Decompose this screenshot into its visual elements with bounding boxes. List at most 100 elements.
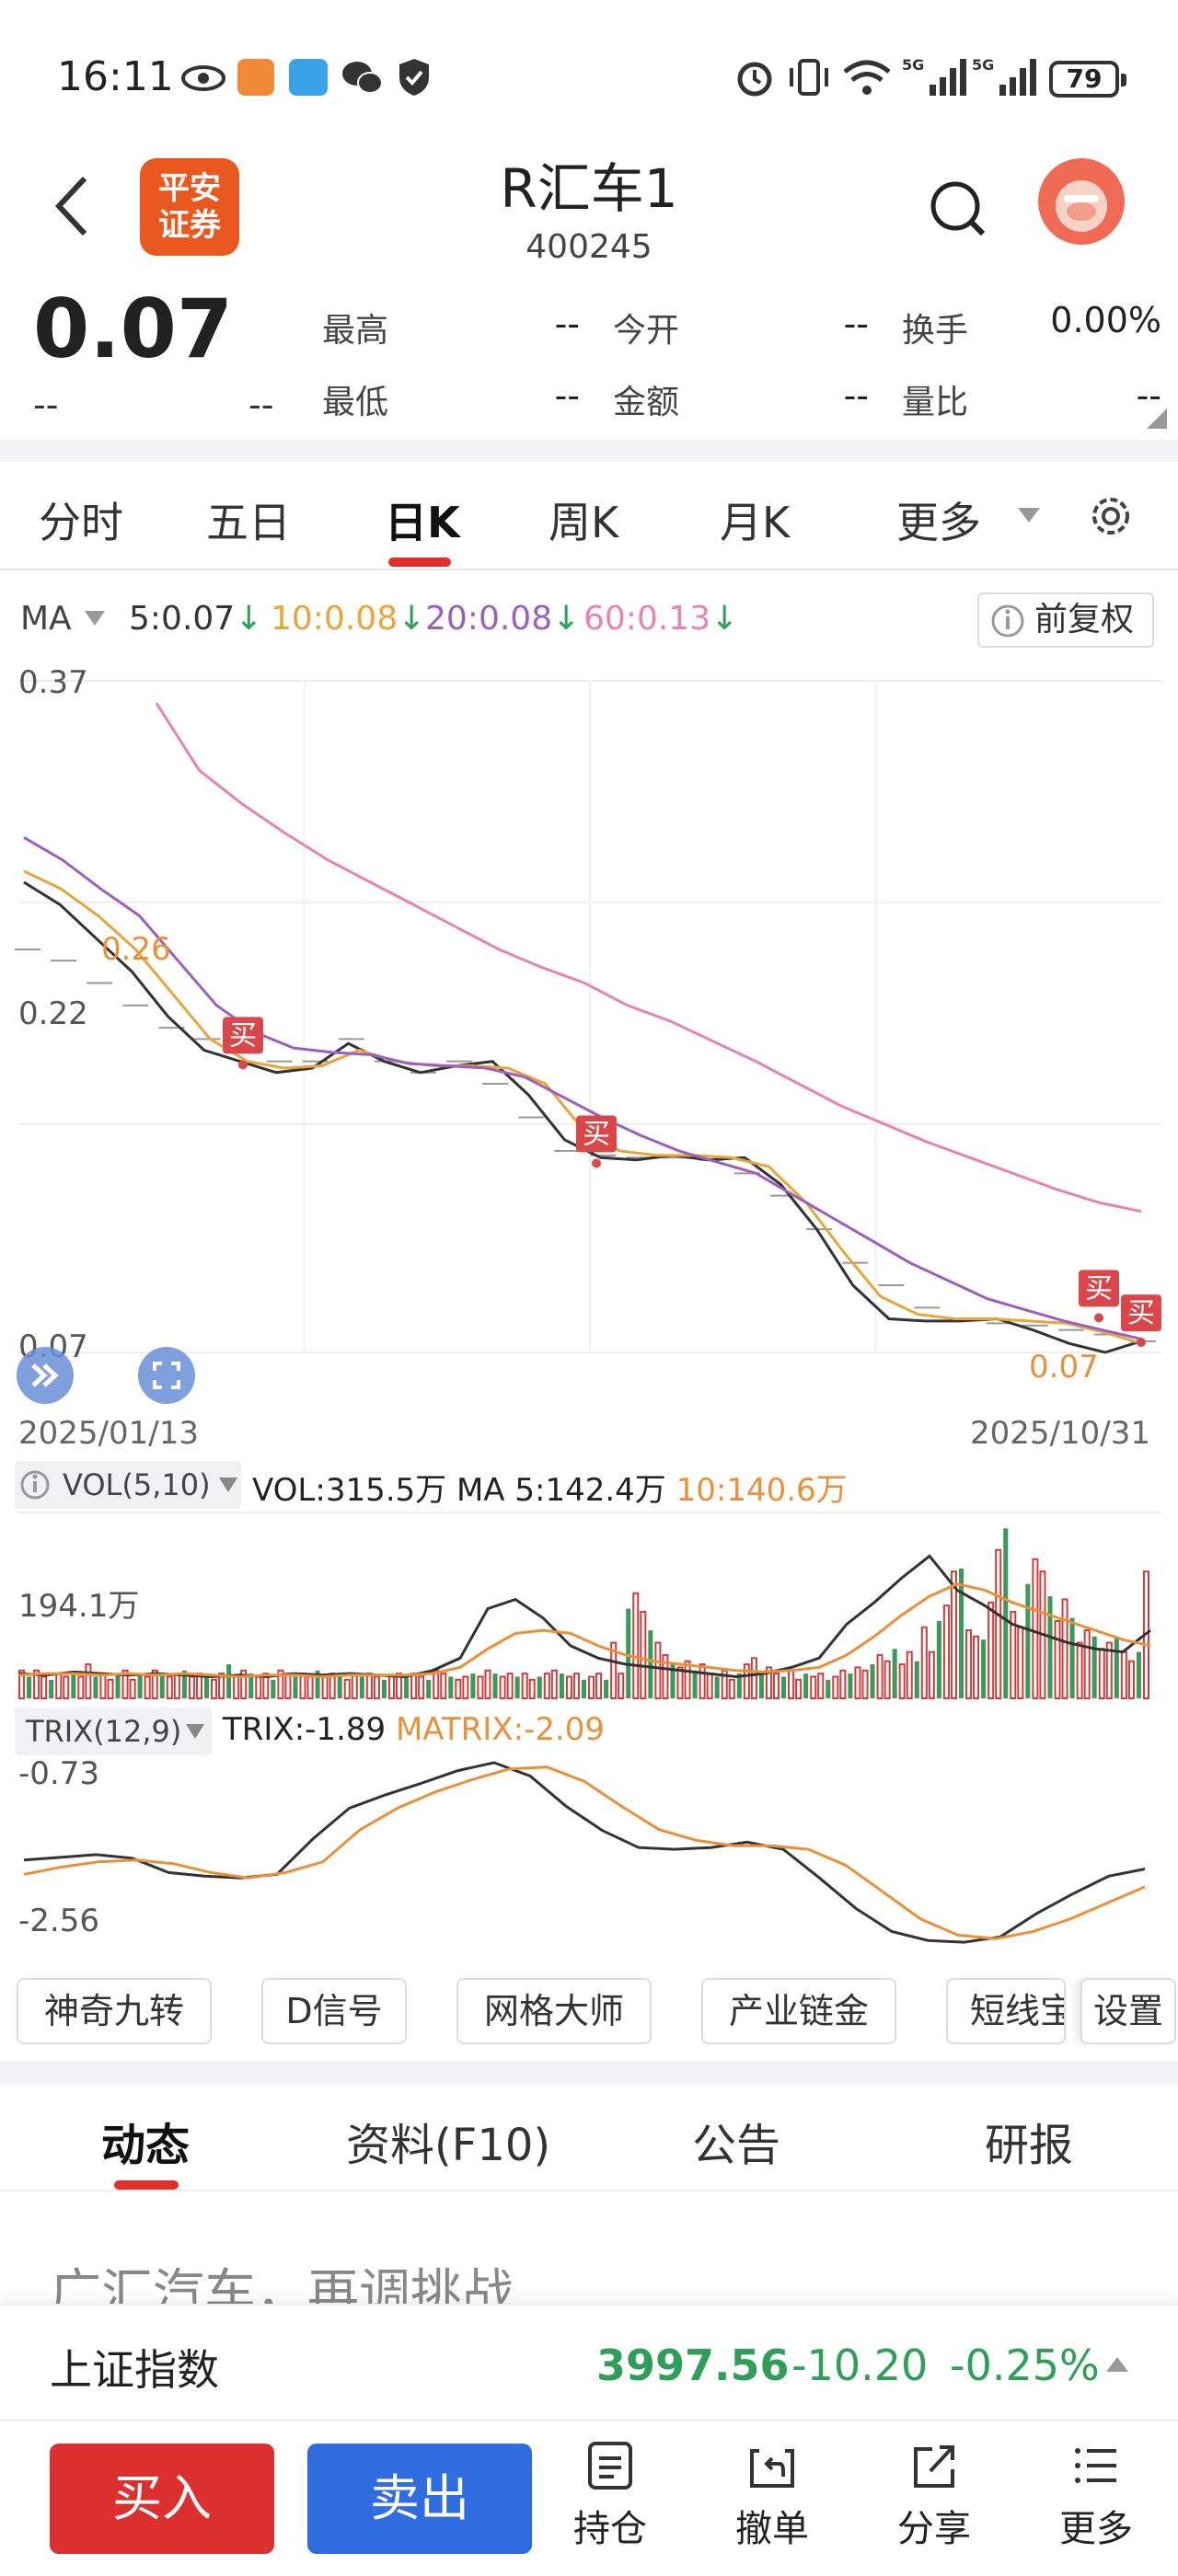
buy-button[interactable]: 买入	[50, 2444, 274, 2554]
volume-bar	[462, 1675, 469, 1699]
trix-y-tick: -2.56	[18, 1903, 99, 1939]
tab-news[interactable]: 动态	[101, 2120, 191, 2171]
volume-bar	[1098, 1648, 1105, 1700]
index-value: 3997.56	[596, 2340, 790, 2390]
tab-five-day[interactable]: 五日	[206, 498, 291, 547]
buy-signal-marker: 买	[576, 1115, 617, 1168]
quote-label-turnover: 换手	[902, 312, 969, 350]
volume-bar	[1076, 1641, 1083, 1700]
volume-bar	[373, 1675, 380, 1699]
chevron-down-icon[interactable]	[1016, 506, 1042, 524]
volume-bar	[343, 1678, 351, 1699]
quote-value-turnover: 0.00%	[1050, 300, 1161, 340]
volume-bar	[958, 1568, 964, 1698]
trix-y-tick: -0.73	[18, 1755, 99, 1792]
stock-code: 400245	[525, 228, 653, 266]
buy-signal-marker: 买	[1121, 1294, 1161, 1348]
volume-bar	[714, 1676, 720, 1698]
holdings-button[interactable]: 持仓	[541, 2440, 679, 2552]
tab-divider	[0, 569, 1178, 570]
volume-indicator-selector[interactable]: VOL(5,10)	[15, 1461, 241, 1509]
x-axis-start-date: 2025/01/13	[18, 1415, 199, 1452]
current-price: 0.07	[33, 282, 234, 376]
volume-bar	[832, 1675, 839, 1699]
price-annotation: 0.07	[1029, 1349, 1099, 1386]
volume-bar	[470, 1673, 476, 1698]
volume-bar	[55, 1673, 63, 1699]
buy-signal-label: 买	[1085, 1272, 1113, 1305]
volume-bar	[137, 1673, 143, 1698]
ma-20-value: 20:0.08↓	[425, 600, 581, 638]
vibrate-icon	[790, 59, 828, 96]
volume-bar	[159, 1673, 165, 1698]
volume-bar	[337, 1676, 342, 1698]
tab-divider	[0, 2190, 1178, 2191]
gear-icon[interactable]	[1086, 491, 1136, 541]
volume-bar	[71, 1673, 76, 1698]
volume-bar	[1032, 1558, 1039, 1699]
trix-chart[interactable]	[0, 1752, 1178, 1954]
chip-grid-master[interactable]: 网格大师	[456, 1978, 652, 2044]
volume-bar	[387, 1675, 396, 1699]
chevron-down-icon[interactable]	[83, 609, 107, 627]
trix-indicator-selector[interactable]: TRIX(12,9)	[15, 1708, 212, 1755]
tab-weekly-k[interactable]: 周K	[549, 498, 619, 547]
volume-bar	[351, 1673, 358, 1699]
fast-forward-button[interactable]	[17, 1347, 74, 1404]
volume-bar	[226, 1664, 232, 1698]
volume-bar	[93, 1676, 98, 1698]
volume-bar	[581, 1679, 587, 1698]
tab-daily-k[interactable]: 日K	[385, 498, 460, 547]
chevron-up-icon[interactable]	[1104, 2355, 1130, 2374]
chevron-down-icon	[186, 1724, 204, 1739]
tab-f10[interactable]: 资料(F10)	[346, 2120, 551, 2171]
price-annotation: 0.26	[101, 931, 171, 968]
share-button[interactable]: 分享	[865, 2440, 1003, 2552]
volume-bar	[77, 1675, 85, 1699]
info-icon	[991, 604, 1024, 638]
volume-bar	[359, 1676, 364, 1698]
volume-bar	[166, 1675, 173, 1699]
ma-selector[interactable]: MA	[20, 600, 72, 638]
wechat-icon	[342, 62, 383, 94]
sell-button[interactable]: 卖出	[307, 2444, 532, 2554]
volume-chart[interactable]	[0, 1509, 1178, 1706]
quote-label-high: 最高	[322, 312, 389, 350]
expand-corner-icon[interactable]	[1147, 408, 1167, 429]
chip-d-signal[interactable]: D信号	[261, 1978, 407, 2044]
search-icon[interactable]	[924, 175, 990, 241]
back-arrow-icon[interactable]	[48, 173, 99, 239]
volume-bar	[758, 1670, 764, 1698]
quote-value-low: --	[554, 375, 580, 416]
volume-bar	[854, 1666, 861, 1699]
volume-bar	[262, 1673, 270, 1699]
active-tab-indicator	[114, 2180, 179, 2190]
volume-bar	[1136, 1651, 1141, 1698]
tab-intraday[interactable]: 分时	[39, 498, 123, 547]
tab-monthly-k[interactable]: 月K	[720, 498, 791, 547]
cancel-order-button[interactable]: 撤单	[703, 2440, 841, 2552]
volume-bar	[33, 1669, 40, 1699]
fullscreen-button[interactable]	[138, 1347, 195, 1404]
quote-value-high: --	[554, 304, 580, 344]
volume-bar	[795, 1678, 803, 1699]
tab-announcements[interactable]: 公告	[692, 2120, 781, 2171]
volume-bar	[610, 1641, 618, 1700]
chip-magic-nine[interactable]: 神奇九转	[17, 1978, 212, 2044]
chip-short-line[interactable]: 短线宝	[946, 1978, 1066, 2044]
tab-more[interactable]: 更多	[896, 498, 981, 547]
tab-research[interactable]: 研报	[985, 2120, 1074, 2171]
adjustment-button[interactable]: 前复权	[977, 592, 1154, 648]
index-ticker[interactable]	[0, 2304, 1178, 2420]
more-button[interactable]: 更多	[1027, 2440, 1165, 2552]
volume-bar	[492, 1673, 498, 1698]
volume-bar	[181, 1670, 187, 1698]
broker-logo: 平安 证券	[140, 158, 239, 256]
avatar[interactable]	[1038, 158, 1125, 245]
chip-industry-chain[interactable]: 产业链金	[701, 1978, 896, 2044]
volume-bar	[299, 1673, 306, 1699]
chip-settings[interactable]: 设置	[1080, 1978, 1176, 2044]
volume-bar	[692, 1670, 698, 1698]
volume-bar	[514, 1676, 520, 1698]
